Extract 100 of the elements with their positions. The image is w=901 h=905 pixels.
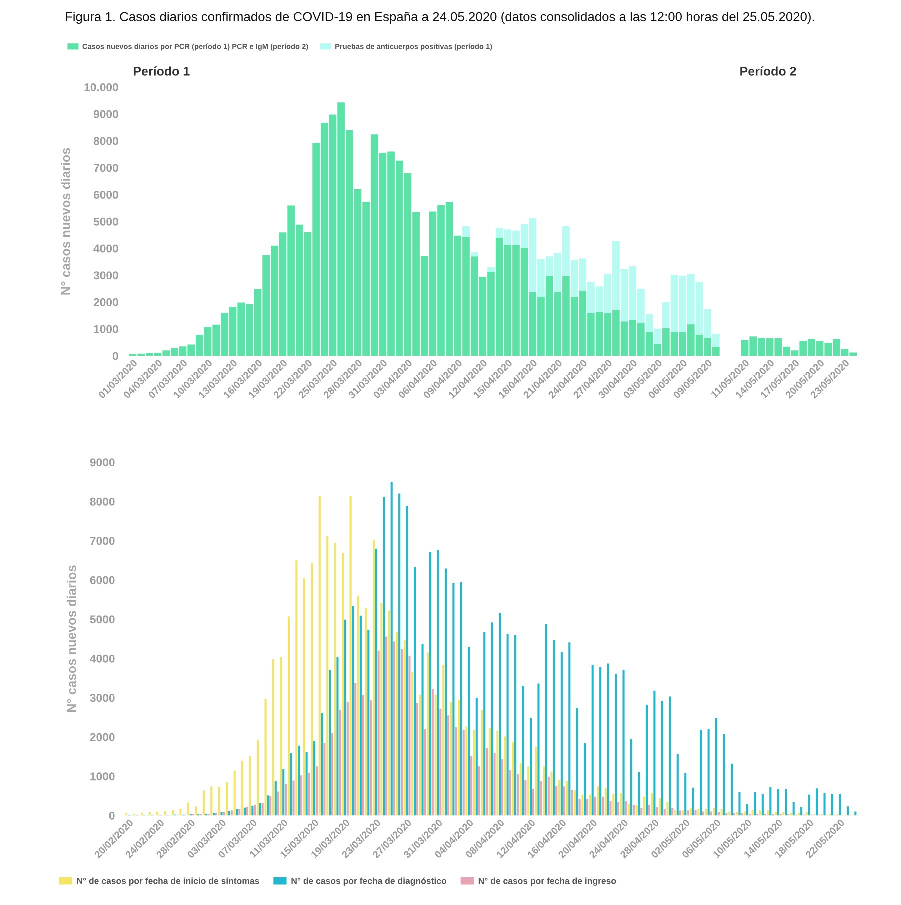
bar <box>682 810 684 816</box>
bar <box>488 267 495 272</box>
bar <box>195 806 198 816</box>
bar <box>442 664 445 816</box>
bar <box>664 809 666 816</box>
bar <box>496 730 499 816</box>
bar <box>458 700 460 816</box>
bar <box>566 782 568 816</box>
bar <box>148 812 151 816</box>
bar <box>692 788 694 816</box>
bar <box>476 698 478 816</box>
bar <box>708 729 710 816</box>
bar <box>164 811 166 816</box>
legend-label: N° de casos por fecha de diagnóstico <box>292 878 447 886</box>
bar <box>375 549 378 816</box>
bar <box>636 805 638 816</box>
bar <box>280 658 282 816</box>
bar <box>816 788 818 816</box>
bar <box>354 683 357 816</box>
bar <box>651 793 654 816</box>
bar <box>257 740 260 816</box>
bar <box>242 762 244 816</box>
bar <box>180 809 182 816</box>
bar <box>777 789 780 816</box>
bar <box>538 684 540 816</box>
bar <box>615 674 618 816</box>
bar <box>416 703 418 816</box>
bar <box>800 807 803 816</box>
bar <box>339 710 342 816</box>
bar <box>331 733 334 816</box>
bar <box>686 810 690 816</box>
bar <box>610 801 612 816</box>
bar <box>234 770 236 816</box>
bar <box>334 543 336 816</box>
bar <box>630 739 633 816</box>
bar <box>314 741 316 816</box>
bar <box>528 766 530 816</box>
bar <box>328 670 332 816</box>
bar <box>316 766 318 816</box>
bar <box>705 809 708 816</box>
bar <box>447 716 450 816</box>
bar <box>262 804 264 816</box>
y-tick-label: 7000 <box>90 537 115 546</box>
bar <box>400 649 404 816</box>
y-tick-label: 9000 <box>94 110 118 118</box>
bar <box>254 805 256 816</box>
bar <box>488 728 491 816</box>
bar <box>388 610 390 816</box>
bar <box>365 608 368 816</box>
y-tick-label: 1000 <box>94 325 118 334</box>
bar <box>846 806 849 816</box>
bar <box>238 809 241 816</box>
bar <box>514 635 517 816</box>
bar <box>336 658 339 816</box>
y-tick-label: 1000 <box>90 772 115 781</box>
bar <box>267 796 270 816</box>
bar <box>738 792 741 816</box>
bar <box>406 506 408 816</box>
bar <box>574 790 576 816</box>
y-tick-label: 10.000 <box>84 83 118 92</box>
bar <box>716 718 718 816</box>
y-axis-title: N° casos nuevos diarios <box>61 148 70 295</box>
bar <box>754 792 756 816</box>
bar <box>720 809 723 816</box>
bar <box>638 772 640 816</box>
bar <box>604 788 607 816</box>
bar <box>617 802 620 816</box>
bar <box>558 780 561 816</box>
bar <box>486 748 488 816</box>
bar <box>576 708 578 816</box>
bar <box>218 787 220 816</box>
bar <box>444 568 447 816</box>
bar <box>713 808 716 816</box>
bar <box>368 630 370 816</box>
bar <box>412 672 414 816</box>
bar <box>311 563 314 816</box>
bar <box>434 694 437 816</box>
bar <box>324 743 326 816</box>
bar <box>344 620 346 816</box>
bar <box>419 695 422 816</box>
bar <box>556 786 558 816</box>
bar <box>414 567 416 816</box>
bar <box>622 670 625 816</box>
bar <box>545 624 548 816</box>
chart-title: Figura 1. Casos diarios confirmados de COVID-19 en España a 24.05.2020 (datos consolidados a las 12:00 horas del 25.05.2020). <box>66 12 814 24</box>
bar <box>658 798 662 816</box>
bar <box>806 812 808 816</box>
bar <box>274 782 277 816</box>
bar <box>524 780 527 816</box>
bar <box>646 705 648 816</box>
bar <box>504 736 506 816</box>
bar <box>484 632 486 816</box>
bar <box>468 647 470 816</box>
bar <box>723 734 726 816</box>
bar <box>501 759 504 816</box>
bar <box>831 794 834 816</box>
bar <box>220 812 223 816</box>
bar <box>284 784 288 816</box>
y-tick-label: 0 <box>112 352 118 360</box>
y-tick-label: 5000 <box>90 616 115 624</box>
